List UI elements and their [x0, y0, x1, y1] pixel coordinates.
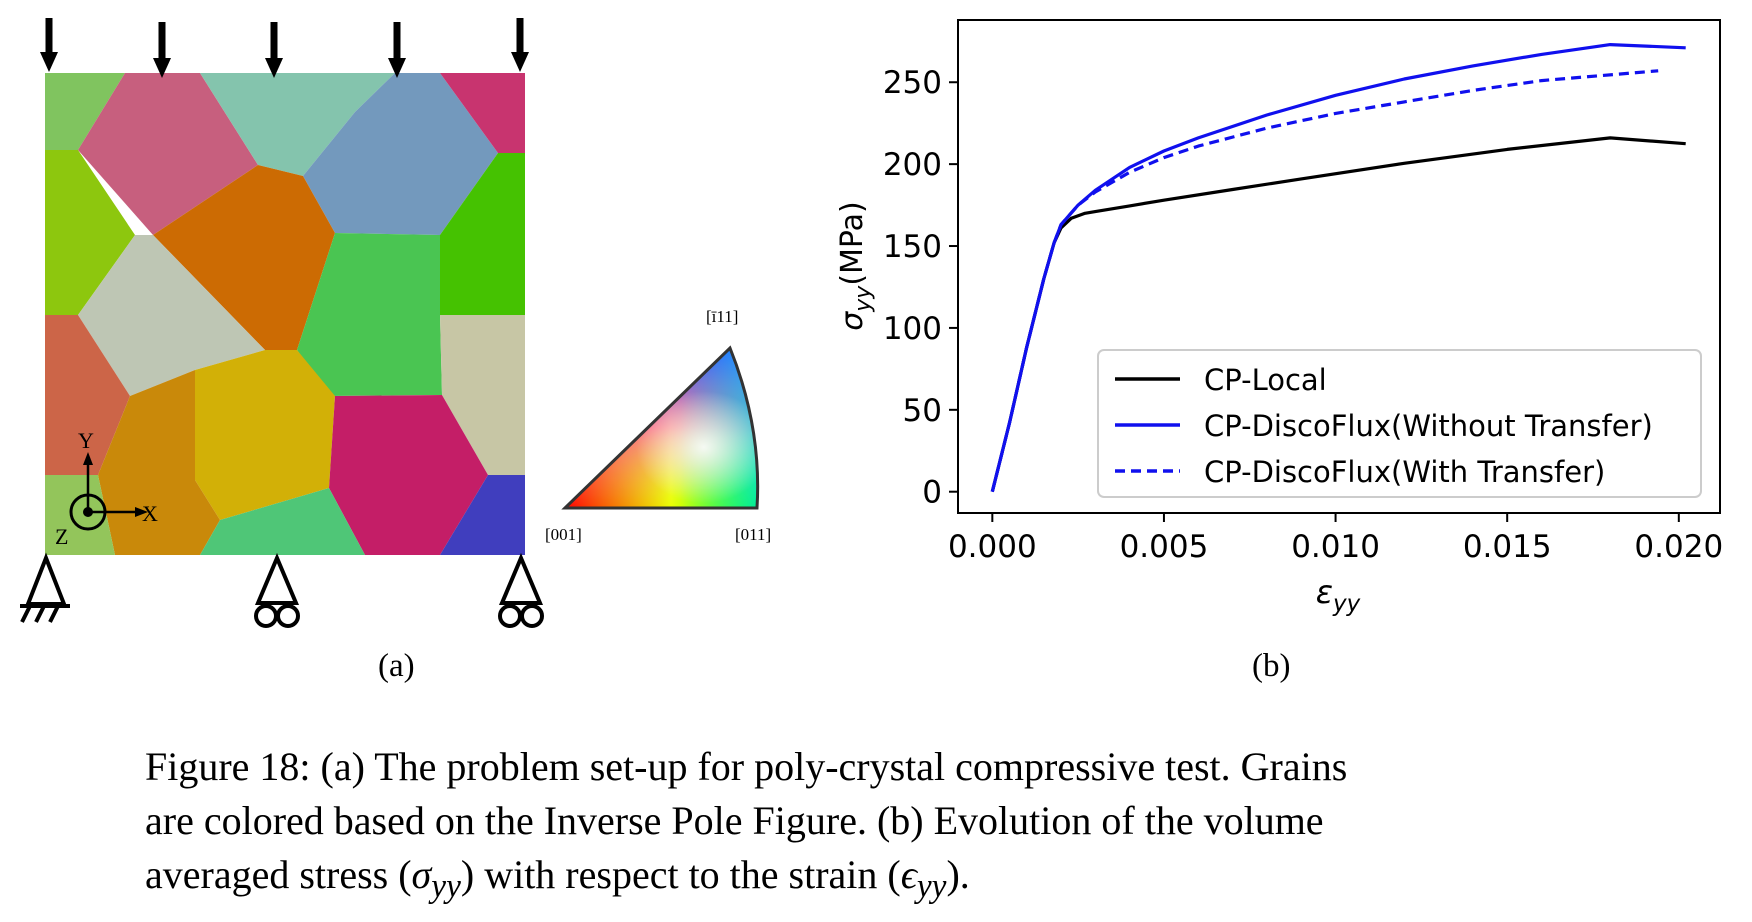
sigma-symbol: σ	[411, 852, 432, 897]
legend-label: CP-DiscoFlux(Without Transfer)	[1204, 409, 1653, 443]
plot-frame	[957, 19, 1721, 514]
grain	[200, 488, 365, 555]
grain	[45, 315, 130, 475]
y-tick-label: 0	[922, 475, 942, 511]
x-tick-label: 0.005	[1120, 529, 1209, 565]
grain	[45, 150, 135, 315]
y-tick-label: 250	[883, 65, 942, 101]
grain	[297, 233, 442, 396]
caption-line-1: Figure 18: (a) The problem set-up for po…	[145, 744, 1348, 789]
legend-entries: CP-Local CP-DiscoFlux(Without Transfer) CP…	[1115, 363, 1653, 489]
load-arrow	[153, 22, 171, 78]
figure-caption: Figure 18: (a) The problem set-up for po…	[145, 740, 1615, 914]
y-tick-label: 150	[883, 229, 942, 265]
grain	[329, 395, 488, 555]
grain	[98, 370, 220, 555]
roller-support	[498, 552, 544, 628]
grain	[153, 165, 335, 350]
x-axis-label: εyy	[1316, 573, 1361, 617]
grain	[45, 475, 115, 555]
legend-box	[1097, 349, 1702, 498]
caption-line-2: are colored based on the Inverse Pole Fi…	[145, 798, 1324, 843]
grain	[78, 73, 258, 235]
panel-b-stress-strain-chart: 0.000 0.005 0.010 0.015 0.020 0 50 100 150 200 25…	[835, 19, 1723, 617]
grain	[78, 235, 265, 396]
load-arrow	[388, 22, 406, 78]
load-arrow	[265, 22, 283, 78]
y-tick-label: 50	[903, 393, 942, 429]
series-line	[990, 43, 1686, 493]
pin-support	[20, 552, 70, 623]
grain	[195, 350, 335, 520]
x-tick-label: 0.010	[1291, 529, 1380, 565]
epsilon-symbol: ϵ	[900, 852, 917, 897]
series-lines	[990, 43, 1686, 493]
axis-label-y: Y	[78, 428, 94, 453]
y-axis-label: σyy(MPa)	[835, 201, 876, 330]
x-axis-ticks: 0.000 0.005 0.010 0.015 0.020	[948, 513, 1723, 565]
grain	[303, 73, 498, 235]
ipf-label-left: [001]	[545, 525, 582, 544]
grain	[440, 153, 525, 315]
panel-a-grain-map: Y X Z [ī11] [001] [011]	[20, 18, 771, 628]
subcaption-a: (a)	[378, 648, 415, 684]
roller-support	[254, 552, 300, 628]
ipf-color-key: [ī11] [001] [011]	[545, 307, 771, 544]
x-tick-label: 0.000	[948, 529, 1037, 565]
axis-label-x: X	[142, 501, 158, 526]
ipf-label-right: [011]	[735, 525, 771, 544]
subcaption-b: (b)	[1252, 648, 1291, 684]
coordinate-axes: Y X Z	[55, 428, 158, 549]
load-arrows	[40, 18, 529, 78]
grain	[440, 73, 525, 153]
load-arrow	[511, 18, 529, 72]
y-tick-label: 200	[883, 147, 942, 183]
y-axis-ticks: 0 50 100 150 200 250	[883, 65, 958, 511]
sigma-subscript: yy	[431, 868, 461, 905]
load-arrow	[40, 18, 58, 72]
caption-text: ) with respect to the strain (	[460, 852, 901, 897]
grain	[200, 73, 395, 176]
caption-text: ).	[946, 852, 970, 897]
legend: CP-Local CP-DiscoFlux(Without Transfer) CP…	[1097, 349, 1702, 498]
legend-label: CP-Local	[1204, 363, 1327, 397]
ipf-label-top: [ī11]	[706, 307, 738, 326]
grain-mosaic	[45, 73, 525, 555]
x-tick-label: 0.015	[1463, 529, 1552, 565]
series-line	[990, 69, 1659, 493]
y-tick-label: 100	[883, 311, 942, 347]
caption-line-3: averaged stress (σyy) with respect to th…	[145, 848, 1615, 914]
x-tick-label: 0.020	[1634, 529, 1723, 565]
grain	[440, 475, 525, 555]
grain	[45, 73, 125, 150]
legend-label: CP-DiscoFlux(With Transfer)	[1204, 455, 1605, 489]
axis-label-z: Z	[55, 524, 68, 549]
caption-text: averaged stress (	[145, 852, 412, 897]
grain	[440, 315, 525, 475]
epsilon-subscript: yy	[916, 868, 947, 905]
